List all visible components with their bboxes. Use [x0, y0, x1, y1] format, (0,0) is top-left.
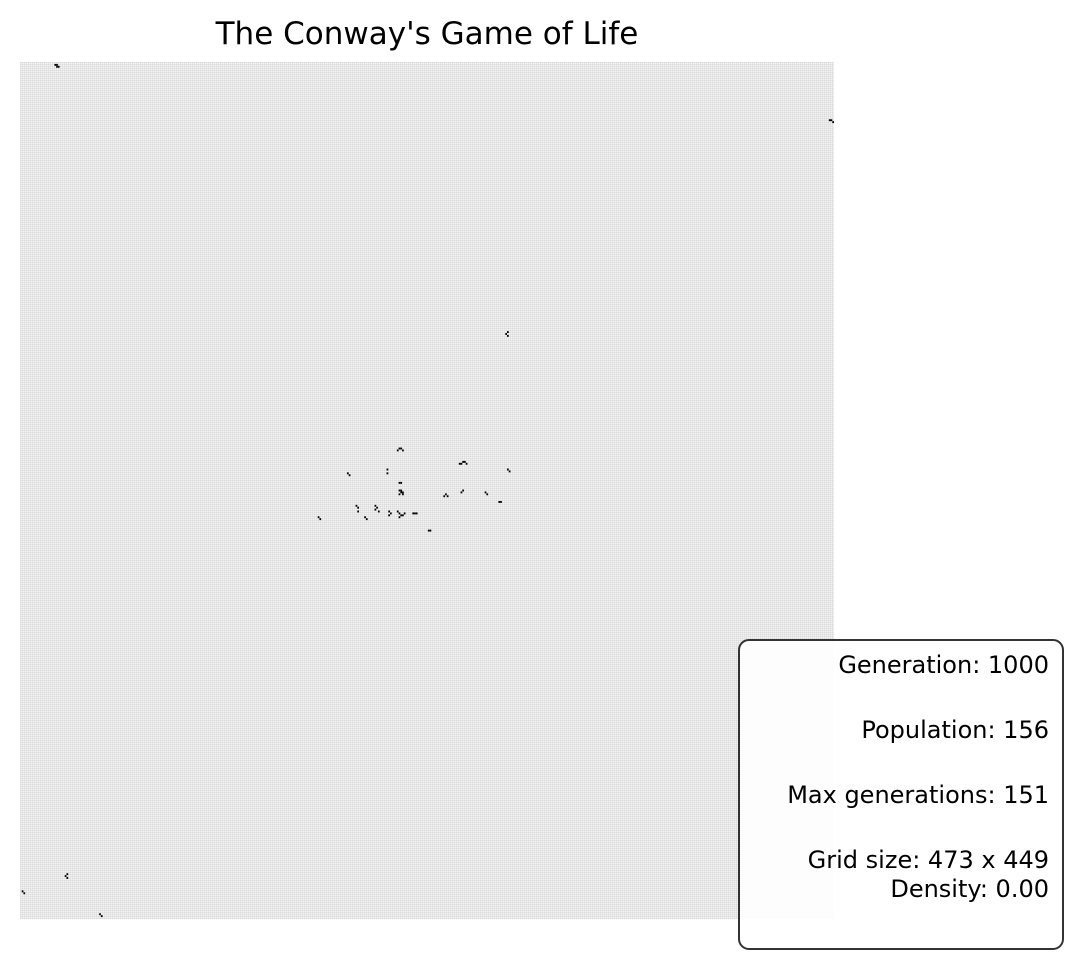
live-cell [507, 334, 509, 337]
live-cell [390, 512, 392, 515]
stats-panel: Generation: 1000 Population: 156 Max gen… [738, 639, 1064, 950]
live-cell [317, 516, 320, 519]
grid-size-readout: Grid size: 473 x 449 [807, 846, 1049, 874]
live-cell [446, 495, 449, 498]
live-cell [498, 501, 501, 503]
live-cell [357, 506, 360, 509]
live-cell [398, 447, 401, 450]
live-cell [374, 504, 377, 507]
live-cell [386, 472, 389, 475]
live-cell [462, 460, 464, 463]
live-cell [500, 501, 502, 503]
life-grid[interactable] [20, 62, 834, 919]
live-cell [415, 512, 418, 515]
live-cell [388, 514, 390, 517]
live-cell [319, 518, 322, 521]
live-cell [429, 529, 432, 532]
live-cell [486, 493, 489, 496]
live-cell [21, 890, 24, 893]
live-cell [427, 529, 430, 532]
live-cell [357, 510, 360, 513]
live-cell [505, 333, 508, 335]
live-cell [398, 512, 401, 515]
live-cell [364, 516, 366, 519]
live-cell [830, 119, 833, 122]
live-cell [400, 481, 403, 484]
live-cell [400, 447, 403, 450]
live-cell [56, 65, 58, 68]
live-cell [56, 63, 58, 66]
cell-cluster-upper-mid [505, 331, 509, 337]
live-cell [398, 493, 401, 496]
live-cell [445, 493, 447, 496]
live-cell [400, 491, 403, 494]
cell-cluster-center [317, 447, 511, 532]
live-cell [388, 510, 390, 513]
cell-cluster-bottom-left [21, 873, 103, 918]
live-cell [398, 516, 401, 519]
live-cell [396, 449, 399, 452]
live-cells-layer [21, 63, 834, 918]
live-cell [66, 873, 69, 876]
live-cell [365, 518, 368, 521]
live-cell [484, 491, 487, 494]
live-cell [386, 468, 389, 471]
live-cell [508, 470, 511, 473]
live-cell [64, 875, 67, 878]
game-title: The Conway's Game of Life [215, 16, 639, 52]
density-readout: Density: 0.00 [890, 875, 1049, 903]
live-cell [355, 504, 358, 507]
live-cell [402, 491, 404, 494]
live-cell [402, 493, 404, 496]
live-cell [346, 472, 349, 475]
live-cell [23, 892, 26, 895]
cell-cluster-top-left [54, 63, 60, 68]
live-cell [460, 462, 463, 465]
live-cell [412, 512, 415, 515]
live-cell [398, 481, 401, 484]
live-cell [462, 489, 464, 492]
population-readout: Population: 156 [861, 716, 1049, 744]
live-cell [100, 915, 103, 918]
live-cell [465, 462, 468, 465]
live-cell [402, 514, 404, 517]
live-cell [398, 489, 401, 492]
cell-cluster-right-edge [828, 119, 834, 124]
live-cell [832, 121, 834, 124]
live-cell [402, 449, 404, 452]
live-cell [458, 462, 461, 465]
live-cell [507, 331, 509, 334]
live-cell [374, 508, 377, 511]
live-cell [376, 506, 378, 509]
live-cell [400, 489, 403, 492]
live-cell [828, 119, 831, 122]
live-cell [464, 460, 466, 463]
live-cell [348, 474, 351, 477]
generation-readout: Generation: 1000 [838, 651, 1049, 679]
live-cell [396, 510, 399, 513]
max-generations-readout: Max generations: 151 [787, 781, 1049, 809]
live-cell [403, 512, 406, 515]
live-cell [57, 65, 60, 68]
live-cell [66, 877, 69, 879]
live-cell [443, 495, 446, 498]
live-cell [507, 468, 509, 471]
live-cell [414, 512, 416, 515]
live-cell [99, 913, 101, 916]
live-cell [400, 514, 403, 517]
live-cell [460, 491, 463, 494]
live-cell [54, 63, 57, 66]
live-cell [377, 510, 380, 513]
